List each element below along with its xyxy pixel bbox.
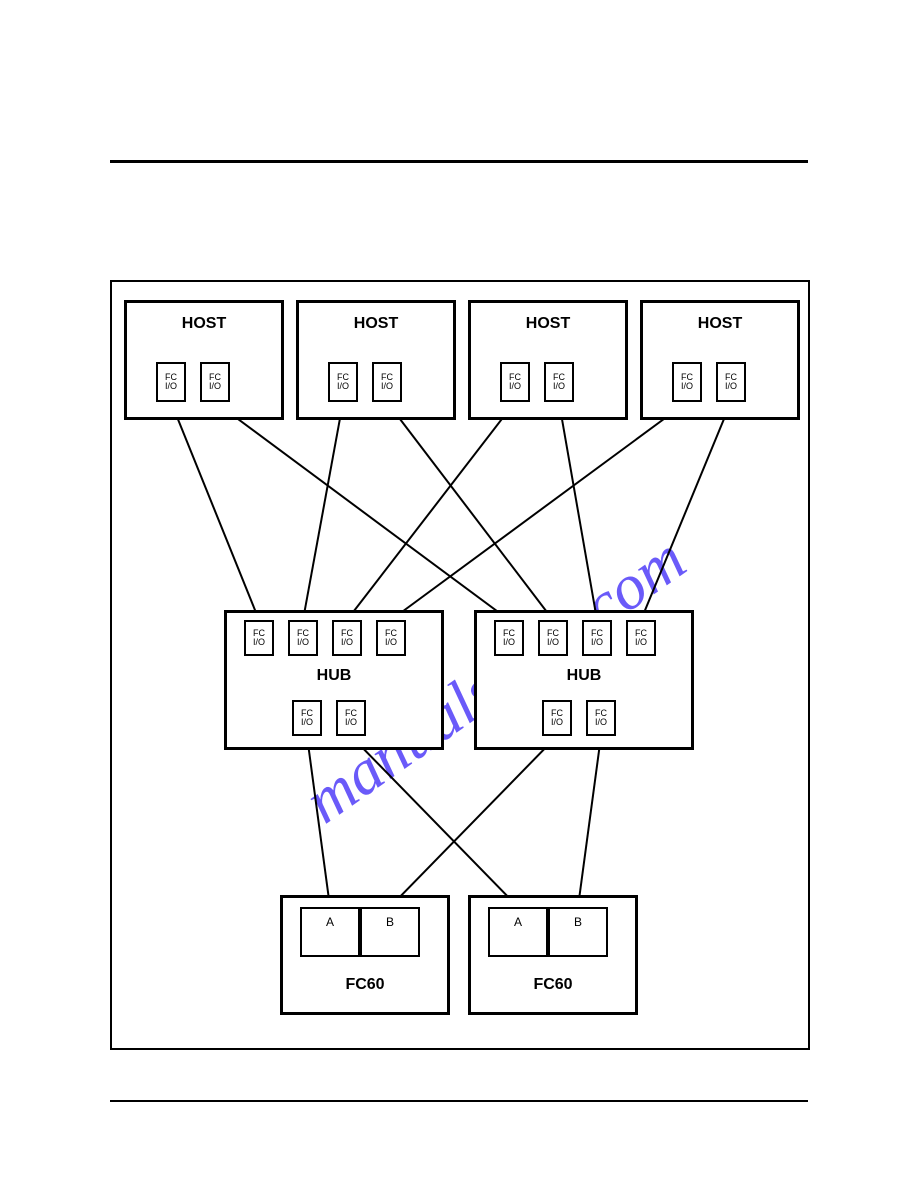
host-node-title: HOST: [299, 315, 453, 333]
fc60-slot: A: [300, 907, 360, 957]
port-label-bottom: I/O: [209, 382, 221, 391]
fc60-slot-label: B: [574, 915, 582, 929]
port-label-bottom: I/O: [381, 382, 393, 391]
fc60-slot: B: [360, 907, 420, 957]
rule-bottom: [110, 1100, 808, 1102]
fc-io-port: FCI/O: [494, 620, 524, 656]
port-label-bottom: I/O: [595, 718, 607, 727]
port-label-bottom: I/O: [385, 638, 397, 647]
port-label-bottom: I/O: [345, 718, 357, 727]
fc-io-port: FCI/O: [156, 362, 186, 402]
host-node-title: HOST: [643, 315, 797, 333]
fc-io-port: FCI/O: [542, 700, 572, 736]
port-label-bottom: I/O: [253, 638, 265, 647]
fc-io-port: FCI/O: [626, 620, 656, 656]
host-node: HOST: [124, 300, 284, 420]
fc-io-port: FCI/O: [372, 362, 402, 402]
fc60-slot-label: A: [514, 915, 522, 929]
fc-io-port: FCI/O: [336, 700, 366, 736]
fc-io-port: FCI/O: [292, 700, 322, 736]
host-node-title: HOST: [471, 315, 625, 333]
fc60-node-title: FC60: [471, 976, 635, 994]
fc-io-port: FCI/O: [288, 620, 318, 656]
port-label-bottom: I/O: [341, 638, 353, 647]
fc-io-port: FCI/O: [244, 620, 274, 656]
port-label-bottom: I/O: [301, 718, 313, 727]
host-node: HOST: [468, 300, 628, 420]
fc60-slot-label: A: [326, 915, 334, 929]
fc60-slot-label: B: [386, 915, 394, 929]
fc-io-port: FCI/O: [200, 362, 230, 402]
fc-io-port: FCI/O: [538, 620, 568, 656]
fc-io-port: FCI/O: [500, 362, 530, 402]
fc60-slot: A: [488, 907, 548, 957]
fc-io-port: FCI/O: [582, 620, 612, 656]
port-label-bottom: I/O: [551, 718, 563, 727]
hub-node-title: HUB: [477, 667, 691, 685]
port-label-bottom: I/O: [337, 382, 349, 391]
port-label-bottom: I/O: [681, 382, 693, 391]
fc-io-port: FCI/O: [586, 700, 616, 736]
fc60-node-title: FC60: [283, 976, 447, 994]
hub-node-title: HUB: [227, 667, 441, 685]
page: manualshive.com HOSTFCI/OFCI/OHOSTFCI/OF…: [0, 0, 918, 1188]
port-label-bottom: I/O: [297, 638, 309, 647]
host-node: HOST: [640, 300, 800, 420]
port-label-bottom: I/O: [725, 382, 737, 391]
port-label-bottom: I/O: [503, 638, 515, 647]
port-label-bottom: I/O: [165, 382, 177, 391]
host-node: HOST: [296, 300, 456, 420]
fc60-slot: B: [548, 907, 608, 957]
fc-io-port: FCI/O: [328, 362, 358, 402]
fc-io-port: FCI/O: [332, 620, 362, 656]
fc-io-port: FCI/O: [716, 362, 746, 402]
port-label-bottom: I/O: [547, 638, 559, 647]
port-label-bottom: I/O: [635, 638, 647, 647]
port-label-bottom: I/O: [509, 382, 521, 391]
fc-io-port: FCI/O: [376, 620, 406, 656]
port-label-bottom: I/O: [591, 638, 603, 647]
fc-io-port: FCI/O: [544, 362, 574, 402]
fc-io-port: FCI/O: [672, 362, 702, 402]
rule-top: [110, 160, 808, 163]
port-label-bottom: I/O: [553, 382, 565, 391]
host-node-title: HOST: [127, 315, 281, 333]
